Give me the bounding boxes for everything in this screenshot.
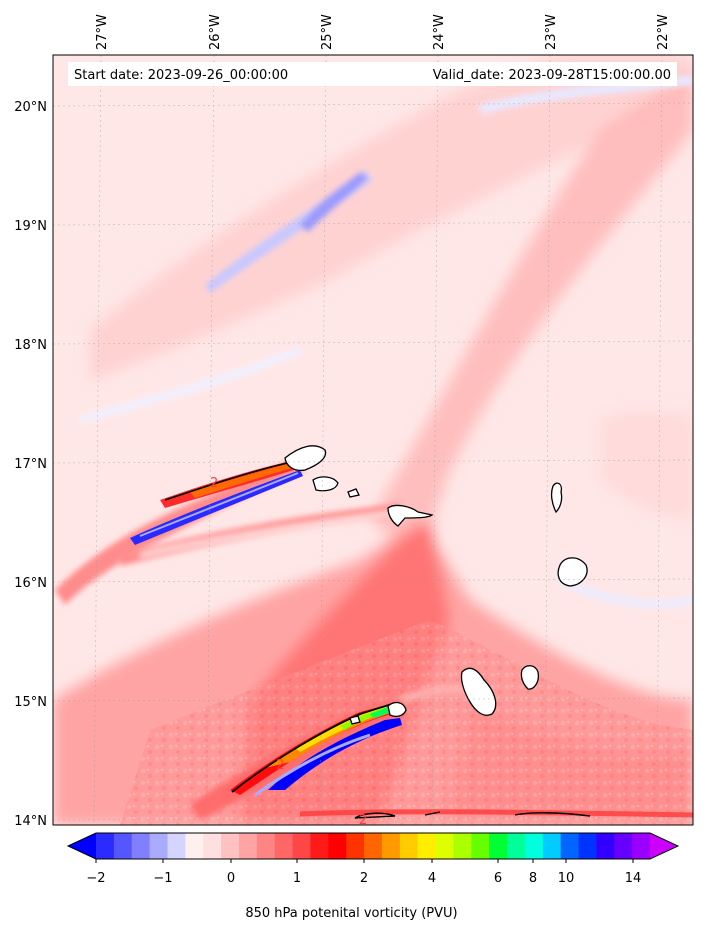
contour-label: 2 [359,813,367,828]
pv-band-central [370,70,693,560]
map-frame [52,54,694,826]
colorbar-tick-label: −2 [86,871,105,886]
colorbar-swatch [542,833,562,859]
colorbar-swatch [203,833,222,859]
colorbar-swatch [238,833,258,859]
colorbar [66,832,680,860]
colorbar-tick-label: 8 [529,871,537,886]
lat-label: 17°N [14,457,47,472]
island-sao-vicente [312,476,339,492]
island-santa-luzia [347,488,360,498]
colorbar-swatch [417,833,437,859]
colorbar-tick-label: 10 [558,871,575,886]
island-santiago [460,667,497,716]
colorbar-swatch [149,833,169,859]
lon-label: 23°W [544,14,559,50]
island-brava [349,715,361,725]
start-date: Start date: 2023-09-26_00:00:00 [74,68,288,83]
colorbar-tick-label: 0 [227,871,235,886]
lat-label: 20°N [14,100,47,115]
colorbar-swatch [399,833,419,859]
colorbar-swatch [614,833,633,859]
colorbar-swatch [167,833,186,859]
colorbar-swatch [221,833,240,859]
pv-strip-bottom [299,809,693,819]
lat-label: 18°N [14,338,47,353]
island-santo-antao [284,445,327,472]
colorbar-tick-label: 2 [360,871,368,886]
colorbar-swatch [524,833,544,859]
lon-label: 27°W [95,14,110,50]
pv-band-north [90,55,693,380]
lat-label: 16°N [14,576,47,591]
lon-label: 22°W [656,14,671,50]
pv-jet-north [55,458,305,605]
colorbar-swatch [560,833,580,859]
colorbar-swatch [596,833,615,859]
colorbar-swatch [131,833,151,859]
map-panel: 2 2 2 [53,55,693,828]
island-sal [550,482,563,514]
colorbar-swatch [453,833,472,859]
date-banner [68,62,677,86]
contour-label: 2 [276,758,284,773]
lat-label: 19°N [14,219,47,234]
lat-labels: 20°N 19°N 18°N 17°N 16°N 15°N 14°N [14,100,47,829]
colorbar-swatch [96,833,115,859]
colorbar-swatch [328,833,347,859]
colorbar-label: 850 hPa potenital vorticity (PVU) [245,906,458,921]
graticule [53,55,693,825]
colorbar-swatch [435,833,455,859]
colorbar-tick-label: 6 [494,871,502,886]
colorbar-swatch [578,833,597,859]
colorbar-tick-label: 14 [625,871,642,886]
colorbar-swatch [310,833,329,859]
colorbar-swatch [381,833,401,859]
colorbar-tick-label: 1 [293,871,301,886]
colorbar-ticks: −2 −1 0 1 2 4 6 8 10 14 [86,859,641,886]
colorbar-tick-label: 4 [428,871,436,886]
cape-verde-islands [284,445,588,725]
colorbar-swatch [113,833,133,859]
lon-labels: 27°W 26°W 25°W 24°W 23°W 22°W [95,14,671,50]
lat-label: 15°N [14,695,47,710]
colorbar-swatch [507,833,526,859]
colorbar-swatch [364,833,383,859]
colorbar-swatch [274,833,294,859]
island-sao-nicolau [387,504,434,527]
colorbar-tick-label: −1 [153,871,172,886]
contour-label: 2 [210,476,218,491]
colorbar-extend-max [650,833,678,859]
colorbar-swatch [292,833,312,859]
island-fogo [387,701,407,717]
lon-label: 26°W [208,14,223,50]
colorbar-extend-min [68,833,96,859]
colorbar-swatch [256,833,276,859]
lon-label: 24°W [432,14,447,50]
colorbar-swatch [471,833,490,859]
island-maio [520,665,540,690]
lon-label: 25°W [320,14,335,50]
lat-label: 14°N [14,814,47,829]
valid-date: Valid_date: 2023-09-28T15:00:00.00 [433,68,671,83]
colorbar-swatch [489,833,508,859]
colorbar-swatch [632,833,651,859]
colorbar-swatch [185,833,204,859]
colorbar-swatch [346,833,365,859]
island-boa-vista [557,557,588,587]
